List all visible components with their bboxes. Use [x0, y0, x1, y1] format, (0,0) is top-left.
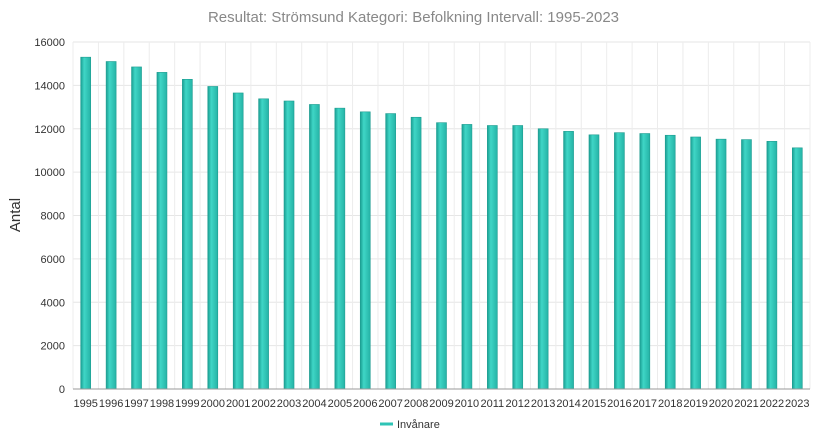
bar-2016[interactable]: [614, 132, 625, 390]
bar-2005[interactable]: [334, 107, 346, 390]
bar-2013[interactable]: [537, 128, 549, 390]
x-tick-label: 1997: [124, 398, 148, 410]
x-tick-label: 2010: [455, 398, 479, 410]
bar-2012[interactable]: [512, 125, 524, 390]
x-tick-label: 2012: [505, 398, 529, 410]
bars: [80, 56, 803, 390]
bar-2009[interactable]: [436, 122, 447, 390]
bar-2020[interactable]: [715, 138, 727, 390]
bar-2011[interactable]: [487, 125, 498, 390]
bar-2001[interactable]: [232, 92, 244, 390]
x-tick-label: 2019: [683, 398, 707, 410]
bar-1999[interactable]: [182, 79, 193, 390]
x-tick-label: 2004: [302, 398, 326, 410]
x-tick-label: 2006: [353, 398, 377, 410]
y-tick-label: 0: [59, 384, 65, 396]
x-tick-label: 2015: [582, 398, 606, 410]
x-tick-label: 2011: [480, 398, 504, 410]
bar-2017[interactable]: [639, 133, 651, 390]
x-tick-label: 2008: [404, 398, 428, 410]
x-tick-label: 2014: [556, 398, 580, 410]
x-axis-ticks: 1995 1996 1997 1998 1999 2000 2001 2002 2003 2004…: [73, 398, 809, 410]
x-tick-label: 2018: [658, 398, 682, 410]
x-tick-label: 2001: [226, 398, 250, 410]
x-tick-label: 1995: [73, 398, 97, 410]
x-tick-label: 2002: [251, 398, 275, 410]
bar-1998[interactable]: [156, 72, 168, 390]
y-tick-label: 16000: [34, 37, 65, 49]
x-tick-label: 2023: [785, 398, 809, 410]
x-tick-label: 2007: [378, 398, 402, 410]
bar-2010[interactable]: [461, 124, 473, 390]
x-tick-label: 2016: [607, 398, 631, 410]
y-tick-label: 10000: [34, 167, 65, 179]
legend-label: Invånare: [397, 419, 440, 431]
bar-2007[interactable]: [385, 113, 396, 390]
bar-2003[interactable]: [283, 100, 295, 390]
y-axis-label: Antal: [7, 198, 24, 232]
bar-2018[interactable]: [664, 134, 676, 390]
y-tick-label: 12000: [34, 124, 65, 136]
bar-2004[interactable]: [309, 104, 320, 390]
y-tick-label: 6000: [41, 254, 65, 266]
x-tick-label: 2017: [633, 398, 657, 410]
bar-2006[interactable]: [359, 111, 371, 390]
y-tick-label: 8000: [41, 211, 65, 223]
bar-2000[interactable]: [207, 86, 219, 390]
bar-2008[interactable]: [410, 116, 422, 390]
bar-2015[interactable]: [588, 134, 600, 390]
x-tick-label: 2009: [429, 398, 453, 410]
bar-1997[interactable]: [131, 66, 142, 390]
x-tick-label: 2003: [277, 398, 301, 410]
bar-2023[interactable]: [791, 147, 803, 390]
bar-2014[interactable]: [563, 131, 574, 390]
bar-2002[interactable]: [258, 98, 269, 390]
y-tick-label: 2000: [41, 341, 65, 353]
x-tick-label: 2005: [328, 398, 352, 410]
x-tick-label: 2013: [531, 398, 555, 410]
x-tick-label: 2022: [760, 398, 784, 410]
x-tick-label: 1999: [175, 398, 199, 410]
bar-2022[interactable]: [766, 141, 778, 390]
x-tick-label: 2021: [734, 398, 758, 410]
bar-1995[interactable]: [80, 56, 92, 390]
bar-2019[interactable]: [690, 136, 701, 390]
y-tick-label: 4000: [41, 297, 65, 309]
y-axis-ticks: 0 2000 4000 6000 8000 10000 12000 14000 16000: [34, 37, 65, 396]
x-tick-label: 2000: [201, 398, 225, 410]
bar-1996[interactable]: [105, 61, 117, 390]
legend[interactable]: Invånare: [380, 419, 440, 431]
x-tick-label: 1998: [150, 398, 174, 410]
x-tick-label: 1996: [99, 398, 123, 410]
y-tick-label: 14000: [34, 80, 65, 92]
bar-2021[interactable]: [741, 139, 752, 390]
x-tick-label: 2020: [709, 398, 733, 410]
chart-title: Resultat: Strömsund Kategori: Befolkning…: [207, 9, 620, 26]
